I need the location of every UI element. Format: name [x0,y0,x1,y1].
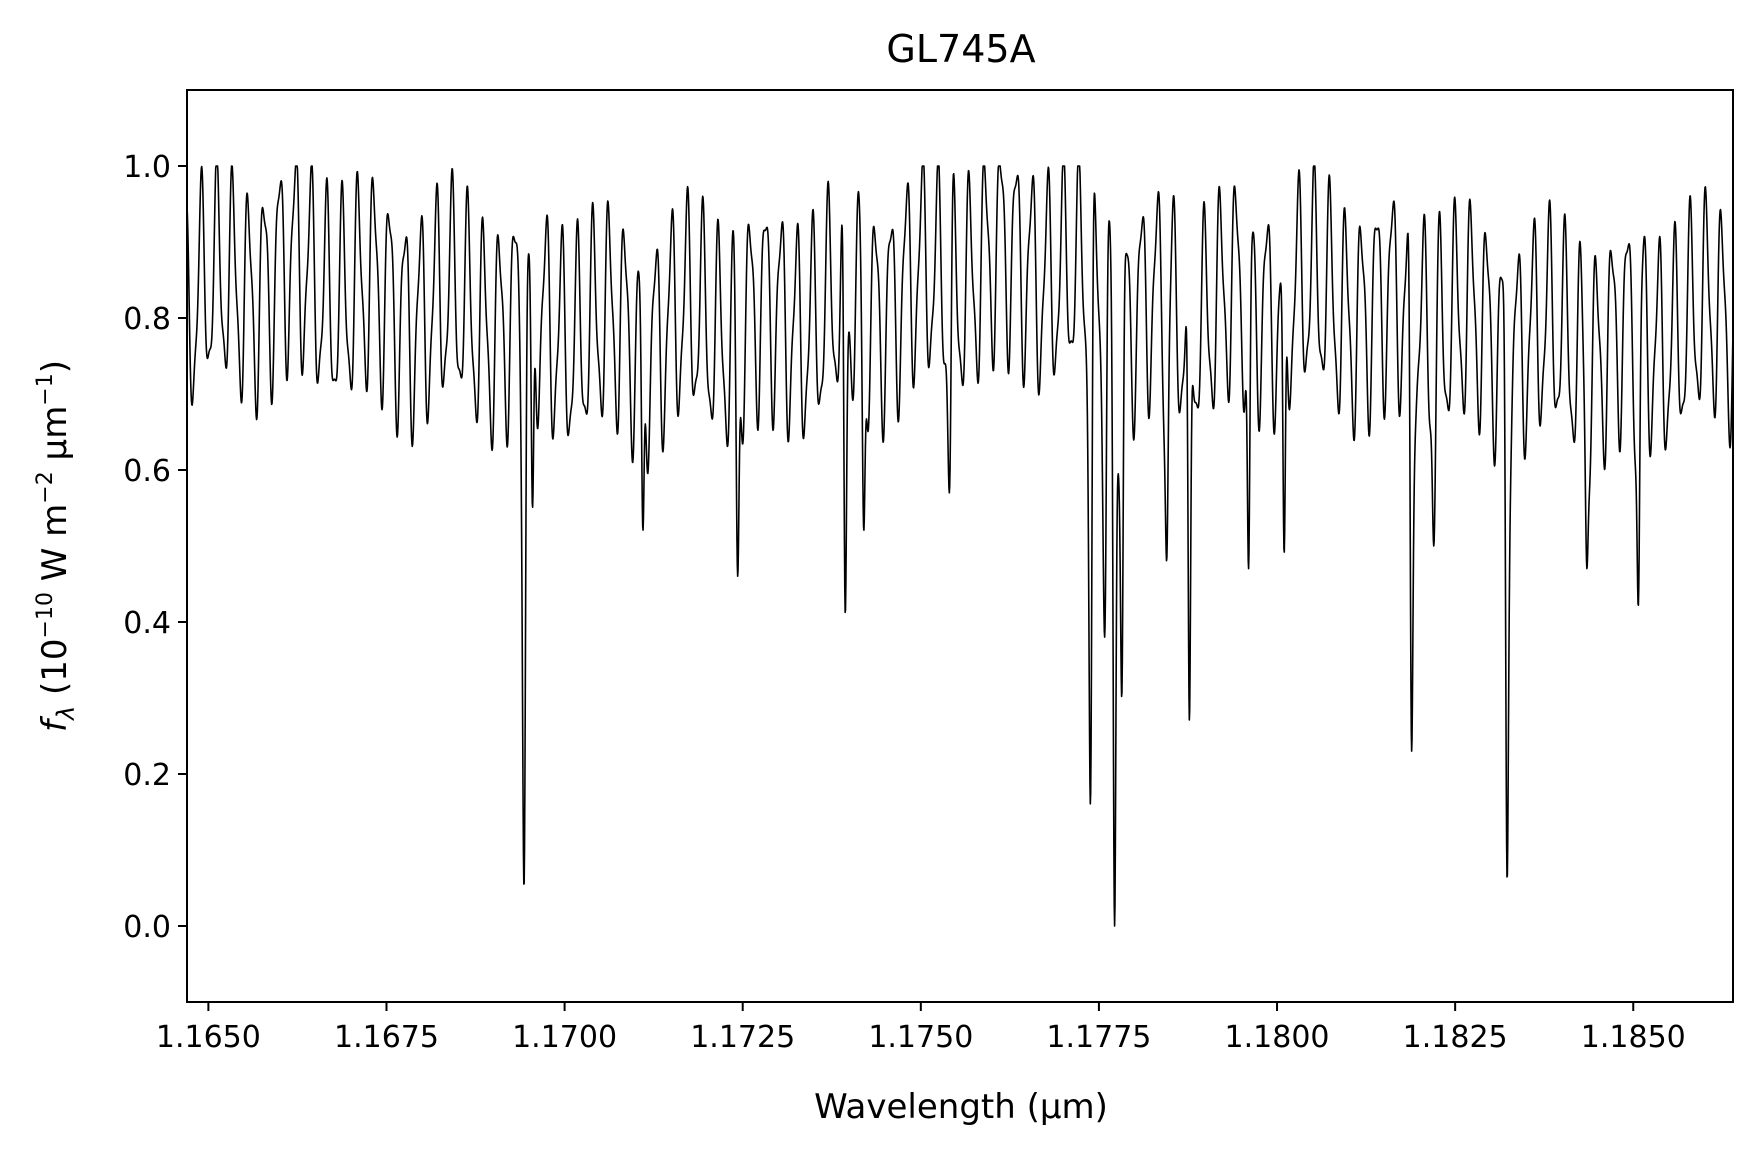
y-axis-label-exp3: −1 [33,373,58,405]
plot-frame [186,89,1734,1003]
y-tick-label: 0.2 [123,758,171,793]
y-axis-label-subscript: λ [52,706,80,722]
plot-area [186,89,1734,1003]
y-tick-label: 0.6 [123,454,171,489]
y-axis-label-open: (10 [35,638,75,705]
x-tick-label: 1.1700 [512,1020,617,1055]
x-axis-label: Wavelength (μm) [814,1087,1108,1127]
y-tick-label: 0.8 [123,302,171,337]
chart-title: GL745A [886,27,1035,71]
y-axis-label-mid: W m [35,504,75,592]
y-axis-label: fλ (10−10 W m−2 μm−1) [33,360,80,732]
x-tick-label: 1.1800 [1225,1020,1330,1055]
y-axis-label-close: ) [35,360,75,373]
y-axis-label-mid2: μm [35,406,75,472]
spectrum-line [187,165,1733,927]
y-tick-label: 1.0 [123,150,171,185]
x-tick-label: 1.1775 [1046,1020,1151,1055]
x-tick-label: 1.1675 [334,1020,439,1055]
x-tick-label: 1.1850 [1581,1020,1686,1055]
y-axis-label-exp2: −2 [33,471,58,503]
y-axis-label-exp1: −10 [33,592,58,638]
x-tick-label: 1.1650 [156,1020,261,1055]
y-tick-label: 0.4 [123,606,171,641]
y-axis: 0.0 0.2 0.4 0.6 0.8 1.0 [123,150,187,945]
x-tick-label: 1.1750 [868,1020,973,1055]
y-tick-label: 0.0 [123,910,171,945]
x-tick-label: 1.1725 [690,1020,795,1055]
x-axis: 1.1650 1.1675 1.1700 1.1725 1.1750 1.1775 1.18… [156,1002,1686,1055]
x-tick-label: 1.1825 [1403,1020,1508,1055]
